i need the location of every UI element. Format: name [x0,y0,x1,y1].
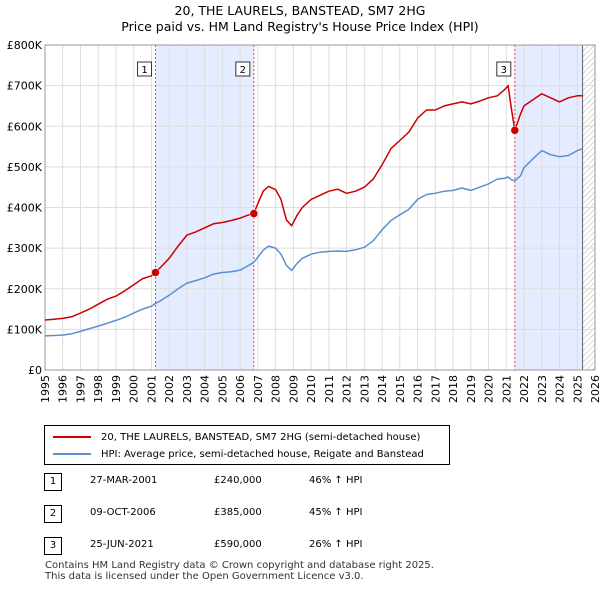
y-tick-label: £0 [28,364,42,377]
sale-date: 09-OCT-2006 [90,507,156,518]
sale-date: 25-JUN-2021 [90,539,154,550]
x-tick-label: 2006 [234,375,247,403]
sale-hpi-change: 45% ↑ HPI [309,507,363,518]
sale-point [249,209,259,218]
x-tick-label: 2011 [323,375,336,403]
legend-hpi-label: HPI: Average price, semi-detached house,… [101,448,424,460]
sale-price: £590,000 [214,539,262,550]
footer-line2: This data is licensed under the Open Gov… [45,571,364,582]
sale-row: 3 25-JUN-2021 £590,000 26% ↑ HPI [44,537,444,555]
hpi-line [44,147,583,337]
x-tick-label: 2008 [270,375,283,403]
y-tick-label: £600K [7,120,43,133]
sale-hpi-change: 26% ↑ HPI [309,539,363,550]
x-tick-label: 2024 [554,375,567,403]
sale-number-badge: 2 [44,505,62,523]
y-tick-label: £700K [7,80,43,93]
y-tick-label: £300K [7,242,43,255]
legend-price-swatch [53,436,91,438]
x-tick-label: 2005 [216,375,229,403]
x-tick-label: 2023 [536,375,549,403]
sale-row: 2 09-OCT-2006 £385,000 45% ↑ HPI [44,505,444,523]
sale-point [510,126,520,135]
x-tick-label: 2003 [181,375,194,403]
x-tick-label: 1995 [39,375,52,403]
plot-frame [44,44,596,371]
y-tick-label: £400K [7,202,43,215]
sale-hpi-change: 46% ↑ HPI [309,475,363,486]
x-tick-label: 2026 [589,375,600,403]
x-tick-label: 2007 [252,375,265,403]
sale-date: 27-MAR-2001 [90,475,158,486]
x-tick-label: 2001 [145,375,158,403]
sale-label-number: 2 [240,65,246,76]
y-tick-label: £200K [7,283,43,296]
x-tick-label: 2021 [500,375,513,403]
legend-item-hpi: HPI: Average price, semi-detached house,… [53,446,424,462]
x-tick-label: 2018 [447,375,460,403]
chart-title-line1: 20, THE LAURELS, BANSTEAD, SM7 2HG [174,3,426,18]
x-tick-label: 2017 [429,375,442,403]
sale-point [151,268,160,277]
legend-hpi-swatch [53,453,91,455]
sale-price: £240,000 [214,475,262,486]
x-tick-label: 2004 [199,375,212,403]
y-tick-label: £500K [7,161,43,174]
chart-legend: 20, THE LAURELS, BANSTEAD, SM7 2HG (semi… [44,425,450,465]
footer-line1: Contains HM Land Registry data © Crown c… [45,560,434,571]
legend-price-label: 20, THE LAURELS, BANSTEAD, SM7 2HG (semi… [101,431,421,443]
sale-number-badge: 3 [44,537,62,555]
x-tick-label: 2025 [571,375,584,403]
legend-item-price: 20, THE LAURELS, BANSTEAD, SM7 2HG (semi… [53,429,420,445]
x-tick-label: 2000 [128,375,141,403]
x-tick-label: 1997 [74,375,87,403]
x-tick-label: 2013 [358,375,371,403]
y-tick-label: £100K [7,323,43,336]
x-tick-label: 1999 [110,375,123,403]
sale-label-box [235,61,251,77]
x-tick-label: 1998 [92,375,105,403]
x-tick-label: 2002 [163,375,176,403]
y-tick-label: £800K [7,39,43,52]
x-tick-label: 2016 [412,375,425,403]
sale-number-badge: 1 [44,473,62,491]
price-chart: 1 2 3 £0 £100K £200K £300K £400K £500K £600K £700K… [7,39,600,403]
sale-label-number: 3 [501,65,507,76]
chart-title-line2: Price paid vs. HM Land Registry's House … [121,19,479,34]
x-tick-label: 2015 [394,375,407,403]
x-tick-label: 2009 [287,375,300,403]
chart-title: 20, THE LAURELS, BANSTEAD, SM7 2HG Price… [0,3,600,35]
sale-price: £385,000 [214,507,262,518]
sale-label-number: 1 [141,65,147,76]
x-tick-label: 2019 [465,375,478,403]
sale-row: 1 27-MAR-2001 £240,000 46% ↑ HPI [44,473,444,491]
x-tick-label: 2010 [305,375,318,403]
price-paid-line [44,84,583,321]
x-tick-label: 2012 [341,375,354,403]
sale-label-box [496,61,512,77]
x-tick-label: 2020 [483,375,496,403]
x-tick-label: 2014 [376,375,389,403]
footer-notice: Contains HM Land Registry data © Crown c… [45,560,434,582]
x-tick-label: 1996 [57,375,70,403]
sale-label-box [137,61,153,77]
x-tick-label: 2022 [518,375,531,403]
